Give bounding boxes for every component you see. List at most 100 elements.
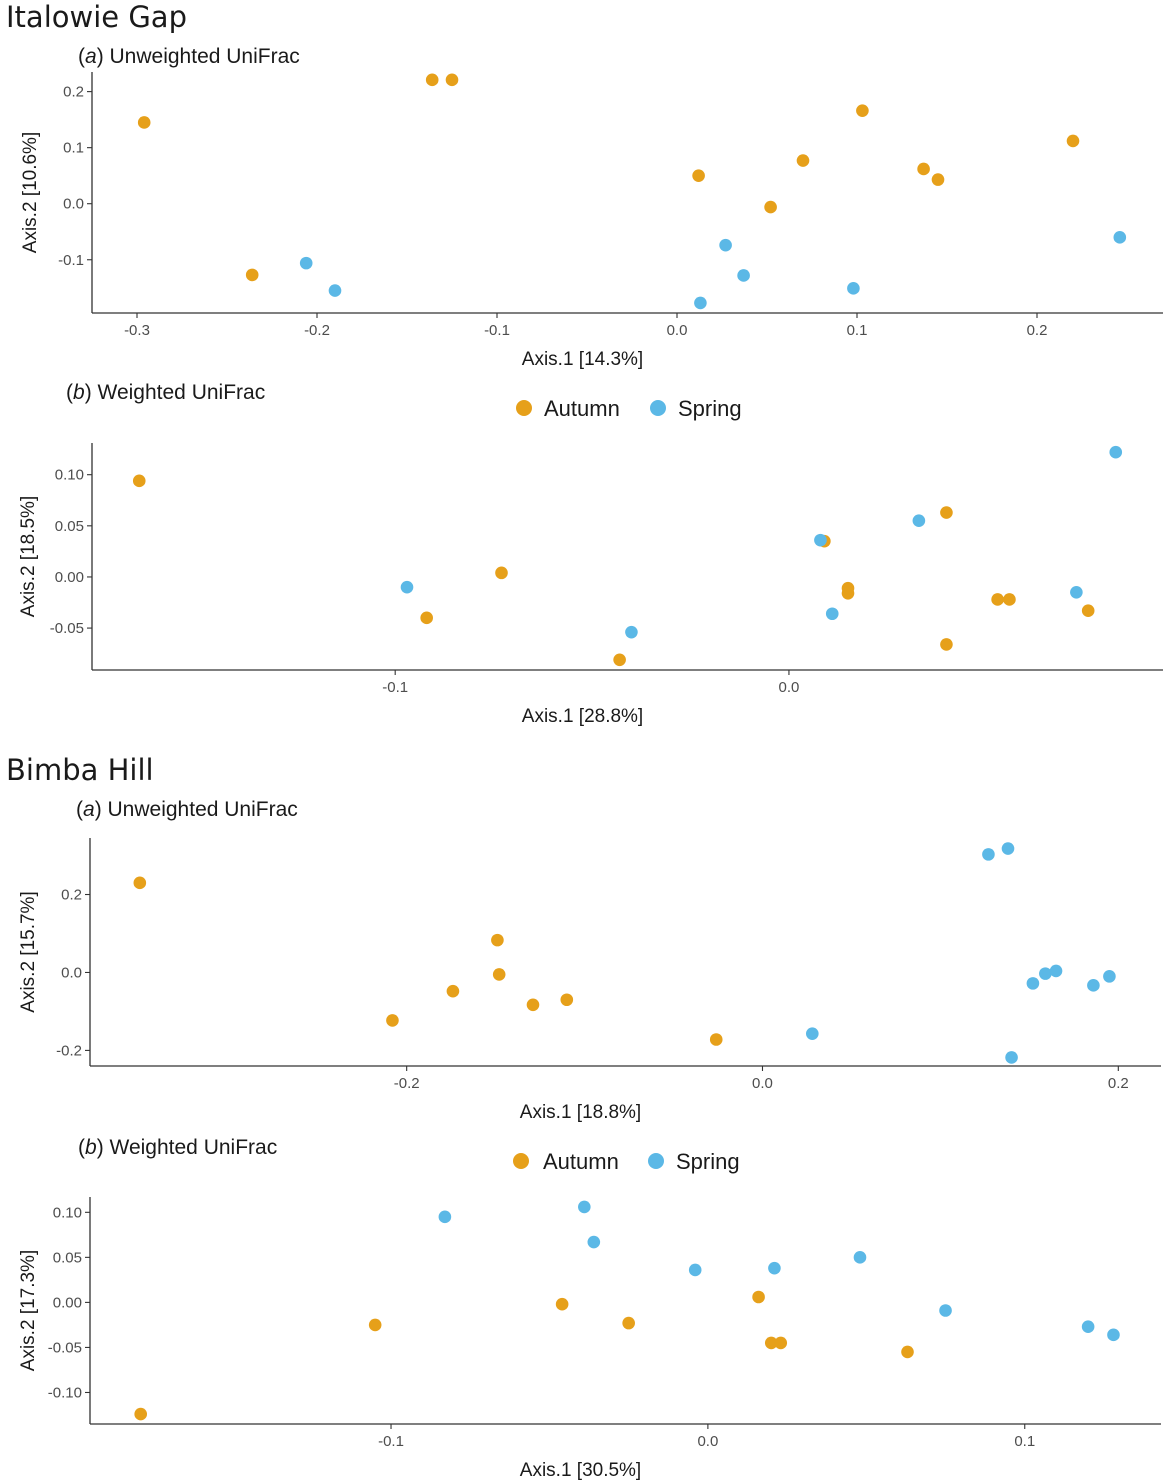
y-tick-label: 0.05 bbox=[55, 518, 84, 535]
point-autumn bbox=[841, 581, 855, 595]
panel-letter: a bbox=[83, 798, 95, 821]
point-spring bbox=[806, 1027, 819, 1040]
y-tick-label: 0.2 bbox=[61, 887, 82, 904]
x-tick-label: 0.0 bbox=[752, 1075, 773, 1092]
point-spring bbox=[1005, 1051, 1018, 1064]
point-spring bbox=[438, 1210, 452, 1224]
legend-spring-swatch bbox=[650, 400, 666, 416]
point-spring bbox=[1049, 964, 1063, 978]
y-tick-label: 0.10 bbox=[55, 467, 84, 484]
point-spring bbox=[719, 238, 732, 252]
point-spring bbox=[400, 580, 414, 594]
y-tick-label: 0.10 bbox=[53, 1204, 82, 1221]
panel-letter: b bbox=[73, 381, 85, 404]
y-axis-title: Axis.2 [18.5%] bbox=[18, 496, 39, 617]
point-autumn bbox=[492, 968, 506, 981]
legend-autumn-label: Autumn bbox=[543, 1149, 619, 1174]
point-autumn bbox=[420, 611, 433, 625]
y-tick-label: 0.2 bbox=[63, 84, 84, 101]
y-axis-title: Axis.2 [17.3%] bbox=[18, 1250, 39, 1371]
panel-letter: b bbox=[85, 1136, 97, 1159]
point-autumn bbox=[752, 1290, 765, 1304]
plot-italowie-unweighted: -0.1 0.0 0.1 0.2 -0.3 -0.2 -0.1 0.0 0.1 0.2 Axis.1… bbox=[20, 72, 1163, 370]
point-spring bbox=[847, 282, 860, 295]
point-spring bbox=[1113, 231, 1127, 244]
point-spring bbox=[1107, 1328, 1120, 1342]
legend-autumn-label: Autumn bbox=[544, 396, 620, 421]
x-tick-label: 0.2 bbox=[1027, 322, 1048, 339]
y-tick-label: 0.00 bbox=[53, 1294, 82, 1311]
point-autumn bbox=[425, 73, 439, 87]
x-axis-title: Axis.1 [28.8%] bbox=[522, 706, 643, 727]
y-tick-label: 0.0 bbox=[61, 964, 82, 981]
point-autumn bbox=[1081, 604, 1095, 617]
point-autumn bbox=[368, 1318, 382, 1332]
panel-title-text: Weighted UniFrac bbox=[98, 381, 266, 404]
panel-letter: a bbox=[85, 45, 97, 68]
plot-bimba-unweighted: -0.2 0.0 0.2 -0.2 0.0 0.2 Axis.1 [18.8%] Axis.2… bbox=[18, 838, 1161, 1123]
point-autumn bbox=[134, 1407, 147, 1421]
point-autumn bbox=[931, 173, 945, 186]
legend-spring-label: Spring bbox=[678, 396, 742, 421]
x-tick-label: -0.1 bbox=[484, 322, 510, 339]
x-tick-label: 0.0 bbox=[779, 679, 800, 696]
point-autumn bbox=[940, 506, 953, 519]
point-autumn bbox=[446, 984, 460, 998]
point-spring bbox=[939, 1304, 952, 1317]
y-tick-label: 0.00 bbox=[55, 569, 84, 586]
point-autumn bbox=[940, 638, 953, 651]
panel-title-text: Unweighted UniFrac bbox=[108, 798, 298, 821]
panel-title-bh-a: (a) Unweighted UniFrac bbox=[76, 798, 298, 821]
x-tick-label: -0.3 bbox=[124, 322, 150, 339]
point-autumn bbox=[796, 154, 810, 167]
point-spring bbox=[737, 269, 750, 282]
x-tick-label: -0.2 bbox=[304, 322, 330, 339]
point-spring bbox=[625, 625, 638, 639]
point-autumn bbox=[901, 1345, 914, 1359]
legend-bimba-hill: Autumn Spring bbox=[513, 1149, 740, 1174]
point-spring bbox=[578, 1200, 591, 1214]
point-spring bbox=[768, 1261, 781, 1275]
y-tick-label: -0.05 bbox=[50, 620, 84, 637]
legend-spring-label: Spring bbox=[676, 1149, 740, 1174]
y-axis-title: Axis.2 [15.7%] bbox=[18, 891, 39, 1012]
x-axis-title: Axis.1 [14.3%] bbox=[522, 349, 643, 370]
x-tick-label: -0.1 bbox=[378, 1433, 404, 1450]
point-spring bbox=[1109, 445, 1123, 459]
y-tick-label: -0.05 bbox=[48, 1339, 82, 1356]
x-tick-label: 0.1 bbox=[1014, 1433, 1035, 1450]
x-tick-label: -0.1 bbox=[382, 679, 408, 696]
point-spring bbox=[982, 848, 995, 861]
x-axis-title: Axis.1 [30.5%] bbox=[520, 1460, 641, 1481]
point-spring bbox=[1103, 970, 1116, 983]
point-autumn bbox=[132, 474, 146, 488]
point-autumn bbox=[692, 169, 705, 182]
point-spring bbox=[853, 1251, 867, 1264]
point-autumn bbox=[1003, 593, 1016, 606]
site-title-bimba-hill: Bimba Hill bbox=[6, 753, 154, 787]
point-autumn bbox=[856, 104, 869, 117]
y-tick-label: -0.2 bbox=[56, 1042, 82, 1059]
point-autumn bbox=[495, 566, 508, 580]
x-axis-title: Axis.1 [18.8%] bbox=[520, 1102, 641, 1123]
point-spring bbox=[814, 533, 827, 547]
x-tick-label: 0.1 bbox=[847, 322, 868, 339]
point-autumn bbox=[709, 1033, 723, 1046]
point-autumn bbox=[917, 162, 930, 176]
point-spring bbox=[587, 1235, 601, 1249]
legend-italowie-gap: Autumn Spring bbox=[516, 396, 742, 421]
point-autumn bbox=[491, 933, 504, 947]
point-spring bbox=[1026, 977, 1040, 990]
y-tick-label: -0.10 bbox=[48, 1384, 82, 1401]
point-autumn bbox=[137, 116, 151, 129]
x-tick-label: 0.0 bbox=[697, 1433, 718, 1450]
point-autumn bbox=[133, 876, 147, 890]
panel-title-text: Weighted UniFrac bbox=[110, 1136, 278, 1159]
x-tick-label: 0.0 bbox=[667, 322, 688, 339]
x-tick-label: -0.2 bbox=[394, 1075, 420, 1092]
point-spring bbox=[688, 1263, 702, 1277]
y-axis-title: Axis.2 [10.6%] bbox=[20, 132, 41, 253]
point-autumn bbox=[245, 268, 259, 282]
panel-title-text: Unweighted UniFrac bbox=[110, 45, 300, 68]
